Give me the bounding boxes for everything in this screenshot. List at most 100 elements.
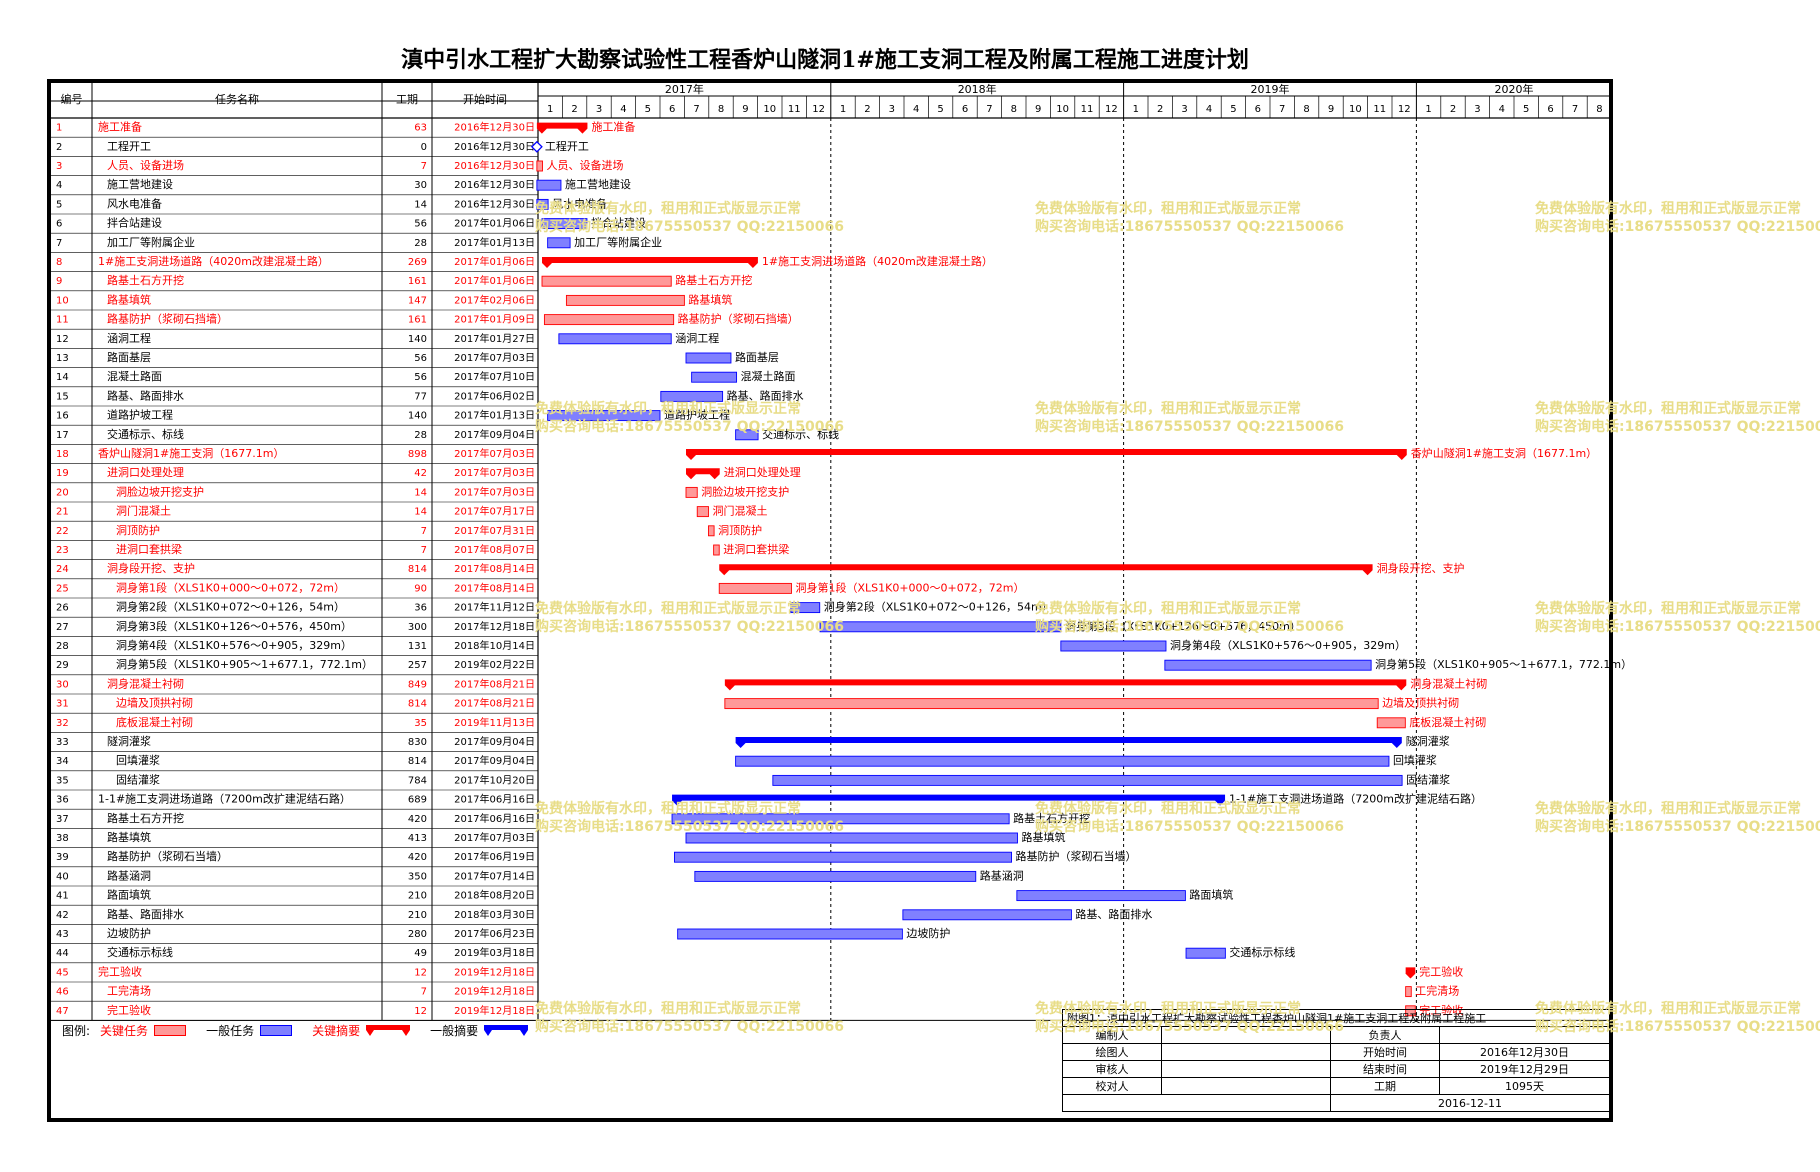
task-id: 33 bbox=[56, 737, 69, 748]
task-name: 洞身段开挖、支护 bbox=[107, 561, 195, 575]
task-id: 2 bbox=[56, 142, 62, 153]
task-name: 1#施工支洞进场道路（4020m改建混凝土路） bbox=[98, 254, 329, 268]
month-label: 7 bbox=[1572, 104, 1578, 115]
watermark-line: 购买咨询电话:18675550537 QQ:22150066 bbox=[1035, 1019, 1344, 1035]
task-id: 47 bbox=[56, 1006, 69, 1017]
watermark: 免费体验版有水印，租用和正式版显示正常 购买咨询电话:18675550537 QQ… bbox=[1535, 800, 1820, 836]
task-duration: 257 bbox=[408, 660, 427, 671]
task-bar bbox=[1164, 659, 1372, 671]
watermark-line: 免费体验版有水印，租用和正式版显示正常 bbox=[1535, 1001, 1801, 1017]
task-id: 24 bbox=[56, 564, 69, 575]
info-cell bbox=[1161, 1043, 1331, 1061]
task-id: 7 bbox=[56, 238, 62, 249]
bar-label: 路面填筑 bbox=[1189, 888, 1233, 902]
legend-label-normal-summary: 一般摘要 bbox=[430, 1023, 479, 1038]
task-start: 2017年01月06日 bbox=[454, 217, 535, 230]
task-name: 路基土石方开挖 bbox=[107, 273, 184, 287]
legend-label-critical-task: 关键任务 bbox=[100, 1023, 149, 1038]
month-label: 6 bbox=[1547, 104, 1553, 115]
task-duration: 161 bbox=[408, 276, 427, 287]
watermark: 免费体验版有水印，租用和正式版显示正常 购买咨询电话:18675550537 QQ… bbox=[1535, 600, 1820, 636]
month-label: 6 bbox=[962, 104, 968, 115]
info-cell: 1095天 bbox=[1439, 1077, 1610, 1095]
task-id: 13 bbox=[56, 353, 69, 364]
bar-label: 洞脸边坡开挖支护 bbox=[701, 484, 789, 498]
task-id: 27 bbox=[56, 622, 69, 633]
task-duration: 56 bbox=[414, 219, 427, 230]
legend-swatch-normal-summary bbox=[484, 1025, 529, 1036]
bar-label: 底板混凝土衬砌 bbox=[1409, 715, 1486, 729]
task-bar bbox=[541, 275, 672, 287]
task-start: 2017年07月03日 bbox=[454, 447, 535, 460]
task-bar bbox=[696, 506, 709, 518]
task-duration: 140 bbox=[408, 334, 427, 345]
task-id: 17 bbox=[56, 430, 69, 441]
task-duration: 90 bbox=[414, 583, 427, 594]
task-id: 31 bbox=[56, 699, 69, 710]
task-duration: 300 bbox=[408, 622, 427, 633]
month-label: 2 bbox=[1450, 104, 1456, 115]
task-bar bbox=[547, 410, 661, 422]
bar-label: 混凝土路面 bbox=[741, 369, 796, 383]
bar-label: 洞门混凝土 bbox=[712, 504, 767, 518]
task-id: 15 bbox=[56, 391, 69, 402]
month-label: 10 bbox=[763, 104, 776, 115]
task-name: 混凝土路面 bbox=[107, 369, 162, 383]
task-start: 2019年12月18日 bbox=[454, 965, 535, 978]
task-duration: 30 bbox=[414, 180, 427, 191]
month-label: 4 bbox=[1499, 104, 1505, 115]
month-label: 5 bbox=[1523, 104, 1529, 115]
watermark: 免费体验版有水印，租用和正式版显示正常 购买咨询电话:18675550537 QQ… bbox=[535, 1000, 844, 1036]
task-id: 12 bbox=[56, 334, 69, 345]
month-label: 2 bbox=[571, 104, 577, 115]
watermark-line: 免费体验版有水印，租用和正式版显示正常 bbox=[1535, 401, 1801, 417]
task-id: 6 bbox=[56, 219, 62, 230]
task-start: 2017年12月18日 bbox=[454, 620, 535, 633]
task-duration: 49 bbox=[414, 948, 427, 959]
info-cell: 审核人 bbox=[1062, 1060, 1162, 1078]
month-label: 8 bbox=[1011, 104, 1017, 115]
task-bar bbox=[735, 429, 759, 441]
info-cell: 校对人 bbox=[1062, 1077, 1162, 1095]
task-name: 香炉山隧洞1#施工支洞（1677.1m） bbox=[98, 446, 284, 460]
task-start: 2017年07月03日 bbox=[454, 466, 535, 479]
month-label: 10 bbox=[1056, 104, 1069, 115]
task-start: 2017年08月14日 bbox=[454, 581, 535, 594]
watermark-line: 免费体验版有水印，租用和正式版显示正常 bbox=[1035, 601, 1301, 617]
task-id: 35 bbox=[56, 775, 69, 786]
info-cell: 工期 bbox=[1330, 1077, 1440, 1095]
task-id: 20 bbox=[56, 487, 69, 498]
watermark: 免费体验版有水印，租用和正式版显示正常 购买咨询电话:18675550537 QQ… bbox=[1035, 600, 1344, 636]
month-label: 5 bbox=[937, 104, 943, 115]
task-name: 隧洞灌浆 bbox=[107, 734, 151, 748]
legend-label-normal-task: 一般任务 bbox=[206, 1023, 255, 1038]
summary-bar bbox=[735, 737, 1402, 748]
task-name: 路基填筑 bbox=[107, 830, 151, 844]
task-name: 洞身第3段（XLS1K0+126～0+576，450m） bbox=[116, 619, 352, 633]
task-start: 2019年02月22日 bbox=[454, 658, 535, 671]
month-label: 8 bbox=[1303, 104, 1309, 115]
task-bar bbox=[558, 333, 672, 345]
task-start: 2017年01月13日 bbox=[454, 236, 535, 249]
task-bar bbox=[536, 179, 562, 191]
month-label: 3 bbox=[889, 104, 895, 115]
task-duration: 42 bbox=[414, 468, 427, 479]
info-cell: 绘图人 bbox=[1062, 1043, 1162, 1061]
task-duration: 36 bbox=[414, 603, 427, 614]
task-name: 加工厂等附属企业 bbox=[107, 235, 195, 249]
info-cell-empty bbox=[1062, 1094, 1331, 1112]
bar-label: 回填灌浆 bbox=[1393, 753, 1437, 767]
legend-item-critical-task: 关键任务 bbox=[100, 1022, 192, 1039]
task-id: 45 bbox=[56, 967, 69, 978]
watermark-line: 免费体验版有水印，租用和正式版显示正常 bbox=[1035, 401, 1301, 417]
task-duration: 77 bbox=[414, 391, 427, 402]
bar-label: 固结灌浆 bbox=[1406, 772, 1450, 786]
task-start: 2017年06月19日 bbox=[454, 850, 535, 863]
bar-label: 洞身混凝土衬砌 bbox=[1410, 676, 1487, 690]
task-id: 30 bbox=[56, 679, 69, 690]
bar-label: 路基土石方开挖 bbox=[1013, 811, 1090, 825]
task-duration: 413 bbox=[408, 833, 427, 844]
task-id: 42 bbox=[56, 910, 69, 921]
task-start: 2017年06月16日 bbox=[454, 812, 535, 825]
task-duration: 280 bbox=[408, 929, 427, 940]
